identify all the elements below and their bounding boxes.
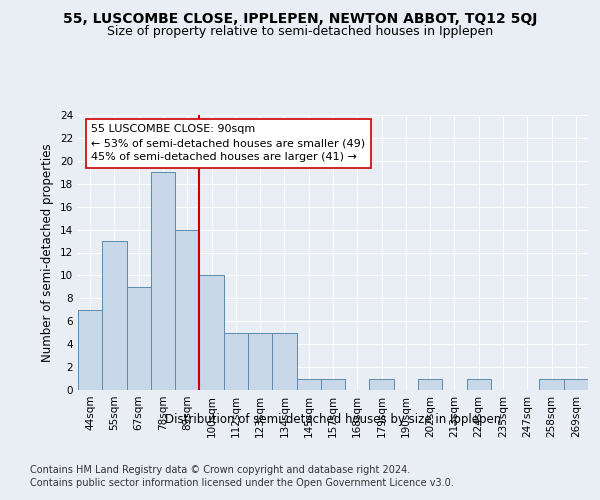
Text: 55 LUSCOMBE CLOSE: 90sqm
← 53% of semi-detached houses are smaller (49)
45% of s: 55 LUSCOMBE CLOSE: 90sqm ← 53% of semi-d… <box>91 124 365 162</box>
Bar <box>224 332 248 390</box>
Bar <box>151 172 175 390</box>
Bar <box>175 230 199 390</box>
Bar <box>296 378 321 390</box>
Bar <box>321 378 345 390</box>
Bar <box>467 378 491 390</box>
Text: Distribution of semi-detached houses by size in Ipplepen: Distribution of semi-detached houses by … <box>165 412 501 426</box>
Bar <box>370 378 394 390</box>
Bar <box>199 276 224 390</box>
Text: Contains HM Land Registry data © Crown copyright and database right 2024.: Contains HM Land Registry data © Crown c… <box>30 465 410 475</box>
Text: 55, LUSCOMBE CLOSE, IPPLEPEN, NEWTON ABBOT, TQ12 5QJ: 55, LUSCOMBE CLOSE, IPPLEPEN, NEWTON ABB… <box>63 12 537 26</box>
Text: Contains public sector information licensed under the Open Government Licence v3: Contains public sector information licen… <box>30 478 454 488</box>
Y-axis label: Number of semi-detached properties: Number of semi-detached properties <box>41 143 55 362</box>
Bar <box>248 332 272 390</box>
Bar <box>539 378 564 390</box>
Bar <box>564 378 588 390</box>
Bar <box>272 332 296 390</box>
Bar <box>78 310 102 390</box>
Bar <box>418 378 442 390</box>
Bar <box>127 287 151 390</box>
Text: Size of property relative to semi-detached houses in Ipplepen: Size of property relative to semi-detach… <box>107 25 493 38</box>
Bar <box>102 241 127 390</box>
